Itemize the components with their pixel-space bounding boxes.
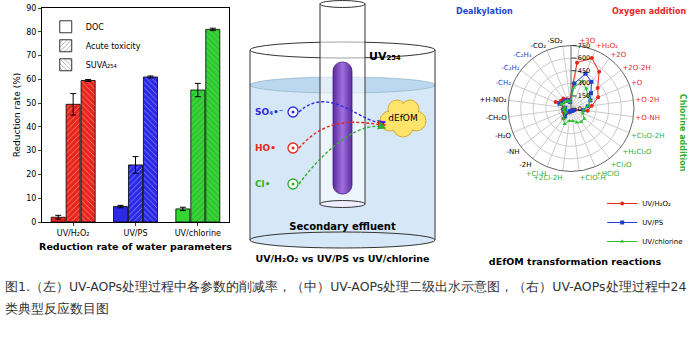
svg-text:10: 10 — [26, 194, 36, 203]
svg-text:20: 20 — [26, 170, 36, 179]
svg-text:UV/chlorine: UV/chlorine — [175, 229, 221, 238]
svg-text:150: 150 — [578, 92, 590, 100]
svg-text:SUVA₂₅₄: SUVA₂₅₄ — [86, 61, 117, 70]
svg-text:UV/H₂O₂: UV/H₂O₂ — [57, 229, 90, 238]
svg-text:750: 750 — [578, 42, 590, 50]
svg-text:600: 600 — [578, 54, 590, 62]
svg-text:80: 80 — [26, 28, 36, 37]
svg-text:UV/PS: UV/PS — [642, 219, 663, 227]
svg-text:+2O: +2O — [611, 51, 627, 59]
svg-text:-CH₂: -CH₂ — [496, 79, 512, 87]
svg-text:Reduction rate of water parame: Reduction rate of water parameters — [39, 241, 232, 252]
svg-text:SO₄•⁻: SO₄•⁻ — [255, 107, 284, 117]
svg-text:0: 0 — [31, 218, 36, 227]
svg-text:+2O-2H: +2O-2H — [622, 64, 650, 72]
svg-text:-SO₂: -SO₂ — [547, 37, 562, 45]
svg-text:-2H: -2H — [519, 161, 531, 169]
svg-text:+O: +O — [631, 79, 643, 87]
svg-text:+ClO-H: +ClO-H — [579, 174, 605, 182]
svg-text:dEfOM transformation reactions: dEfOM transformation reactions — [489, 256, 662, 267]
svg-text:UV/chlorine: UV/chlorine — [642, 238, 682, 246]
svg-text:40: 40 — [26, 123, 36, 132]
svg-text:Oxygen addition: Oxygen addition — [612, 7, 686, 16]
svg-text:30: 30 — [26, 146, 36, 155]
svg-text:UV/H₂O₂ vs UV/PS vs UV/chlorin: UV/H₂O₂ vs UV/PS vs UV/chlorine — [255, 253, 429, 264]
svg-text:+Cl₂O-2H: +Cl₂O-2H — [631, 132, 664, 140]
html-text:图1.（左）UV-AOPs处理过程中各参数的削减率，（中）U: 图1.（左）UV-AOPs处理过程中各参数的削减率，（中）UV-AOPs处理二级… — [5, 279, 687, 316]
svg-text:Acute toxicity: Acute toxicity — [86, 42, 141, 51]
svg-text:DOC: DOC — [86, 23, 104, 32]
svg-text:+O-2H: +O-2H — [635, 96, 659, 104]
svg-text:-NH: -NH — [506, 148, 519, 156]
svg-text:UV/PS: UV/PS — [124, 229, 148, 238]
svg-text:300: 300 — [578, 79, 590, 87]
svg-text:Chlorine addition: Chlorine addition — [678, 94, 687, 172]
svg-text:Reduction rate (%): Reduction rate (%) — [12, 73, 22, 158]
svg-text:-C₂H₄: -C₂H₄ — [513, 51, 531, 59]
svg-text:450: 450 — [578, 67, 590, 75]
svg-text:-CO₂: -CO₂ — [530, 42, 546, 50]
svg-text:HO•: HO• — [255, 143, 276, 153]
svg-text:+Cl-H: +Cl-H — [526, 170, 547, 178]
svg-text:+HClO: +HClO — [596, 170, 620, 178]
svg-text:+O-NH: +O-NH — [635, 114, 660, 122]
svg-text:+H-NO₂: +H-NO₂ — [479, 96, 506, 104]
svg-text:-H₂O: -H₂O — [495, 132, 512, 140]
svg-text:UV₂₅₄: UV₂₅₄ — [369, 50, 401, 63]
svg-text:-C₂H₂: -C₂H₂ — [501, 64, 519, 72]
svg-text:Cl•: Cl• — [255, 179, 270, 189]
svg-text:0: 0 — [578, 105, 582, 113]
svg-text:50: 50 — [26, 99, 36, 108]
svg-text:+Cl₂O: +Cl₂O — [611, 161, 633, 169]
svg-text:Dealkylation: Dealkylation — [456, 7, 513, 16]
svg-text:60: 60 — [26, 75, 36, 84]
svg-text:90: 90 — [26, 4, 36, 13]
svg-text:+H₂O₂: +H₂O₂ — [596, 42, 618, 50]
svg-text:+H₂Cl₂O: +H₂Cl₂O — [622, 148, 652, 156]
svg-text:Secondary effluent: Secondary effluent — [289, 221, 396, 232]
svg-text:+3O: +3O — [579, 37, 595, 45]
svg-text:UV/H₂O₂: UV/H₂O₂ — [642, 200, 671, 208]
svg-text:70: 70 — [26, 51, 36, 60]
svg-text:-CH₂O: -CH₂O — [486, 114, 507, 122]
svg-text:dEfOM: dEfOM — [388, 113, 417, 123]
svg-text:+2Cl-2H: +2Cl-2H — [533, 174, 562, 182]
